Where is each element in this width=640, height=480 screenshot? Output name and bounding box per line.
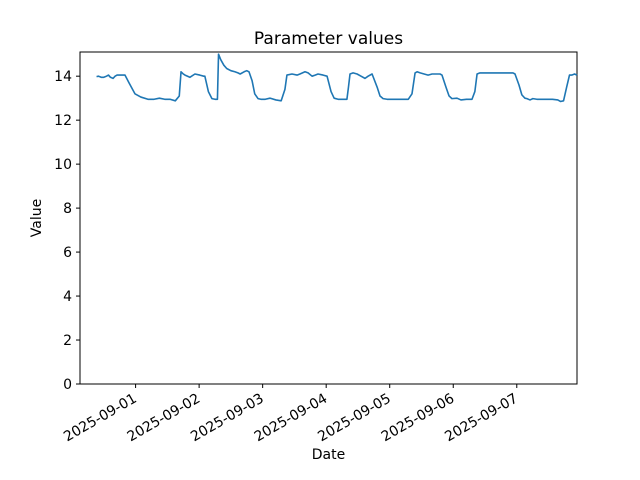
data-line (96, 53, 578, 103)
y-tick-label: 6 (63, 245, 72, 261)
y-tick-label: 0 (63, 377, 72, 393)
y-axis-label: Value (29, 198, 45, 238)
y-tick-label: 8 (63, 201, 72, 217)
y-tick-label: 2 (63, 333, 72, 349)
chart-title: Parameter values (253, 29, 404, 49)
x-axis-label: Date (311, 447, 346, 463)
plot-frame (79, 51, 578, 385)
y-tick-label: 12 (54, 113, 72, 129)
y-tick-label: 4 (63, 289, 72, 305)
y-tick-label: 10 (54, 157, 72, 173)
y-tick-label: 14 (54, 69, 72, 85)
x-tick-label: 2025-09-07 (442, 391, 520, 446)
